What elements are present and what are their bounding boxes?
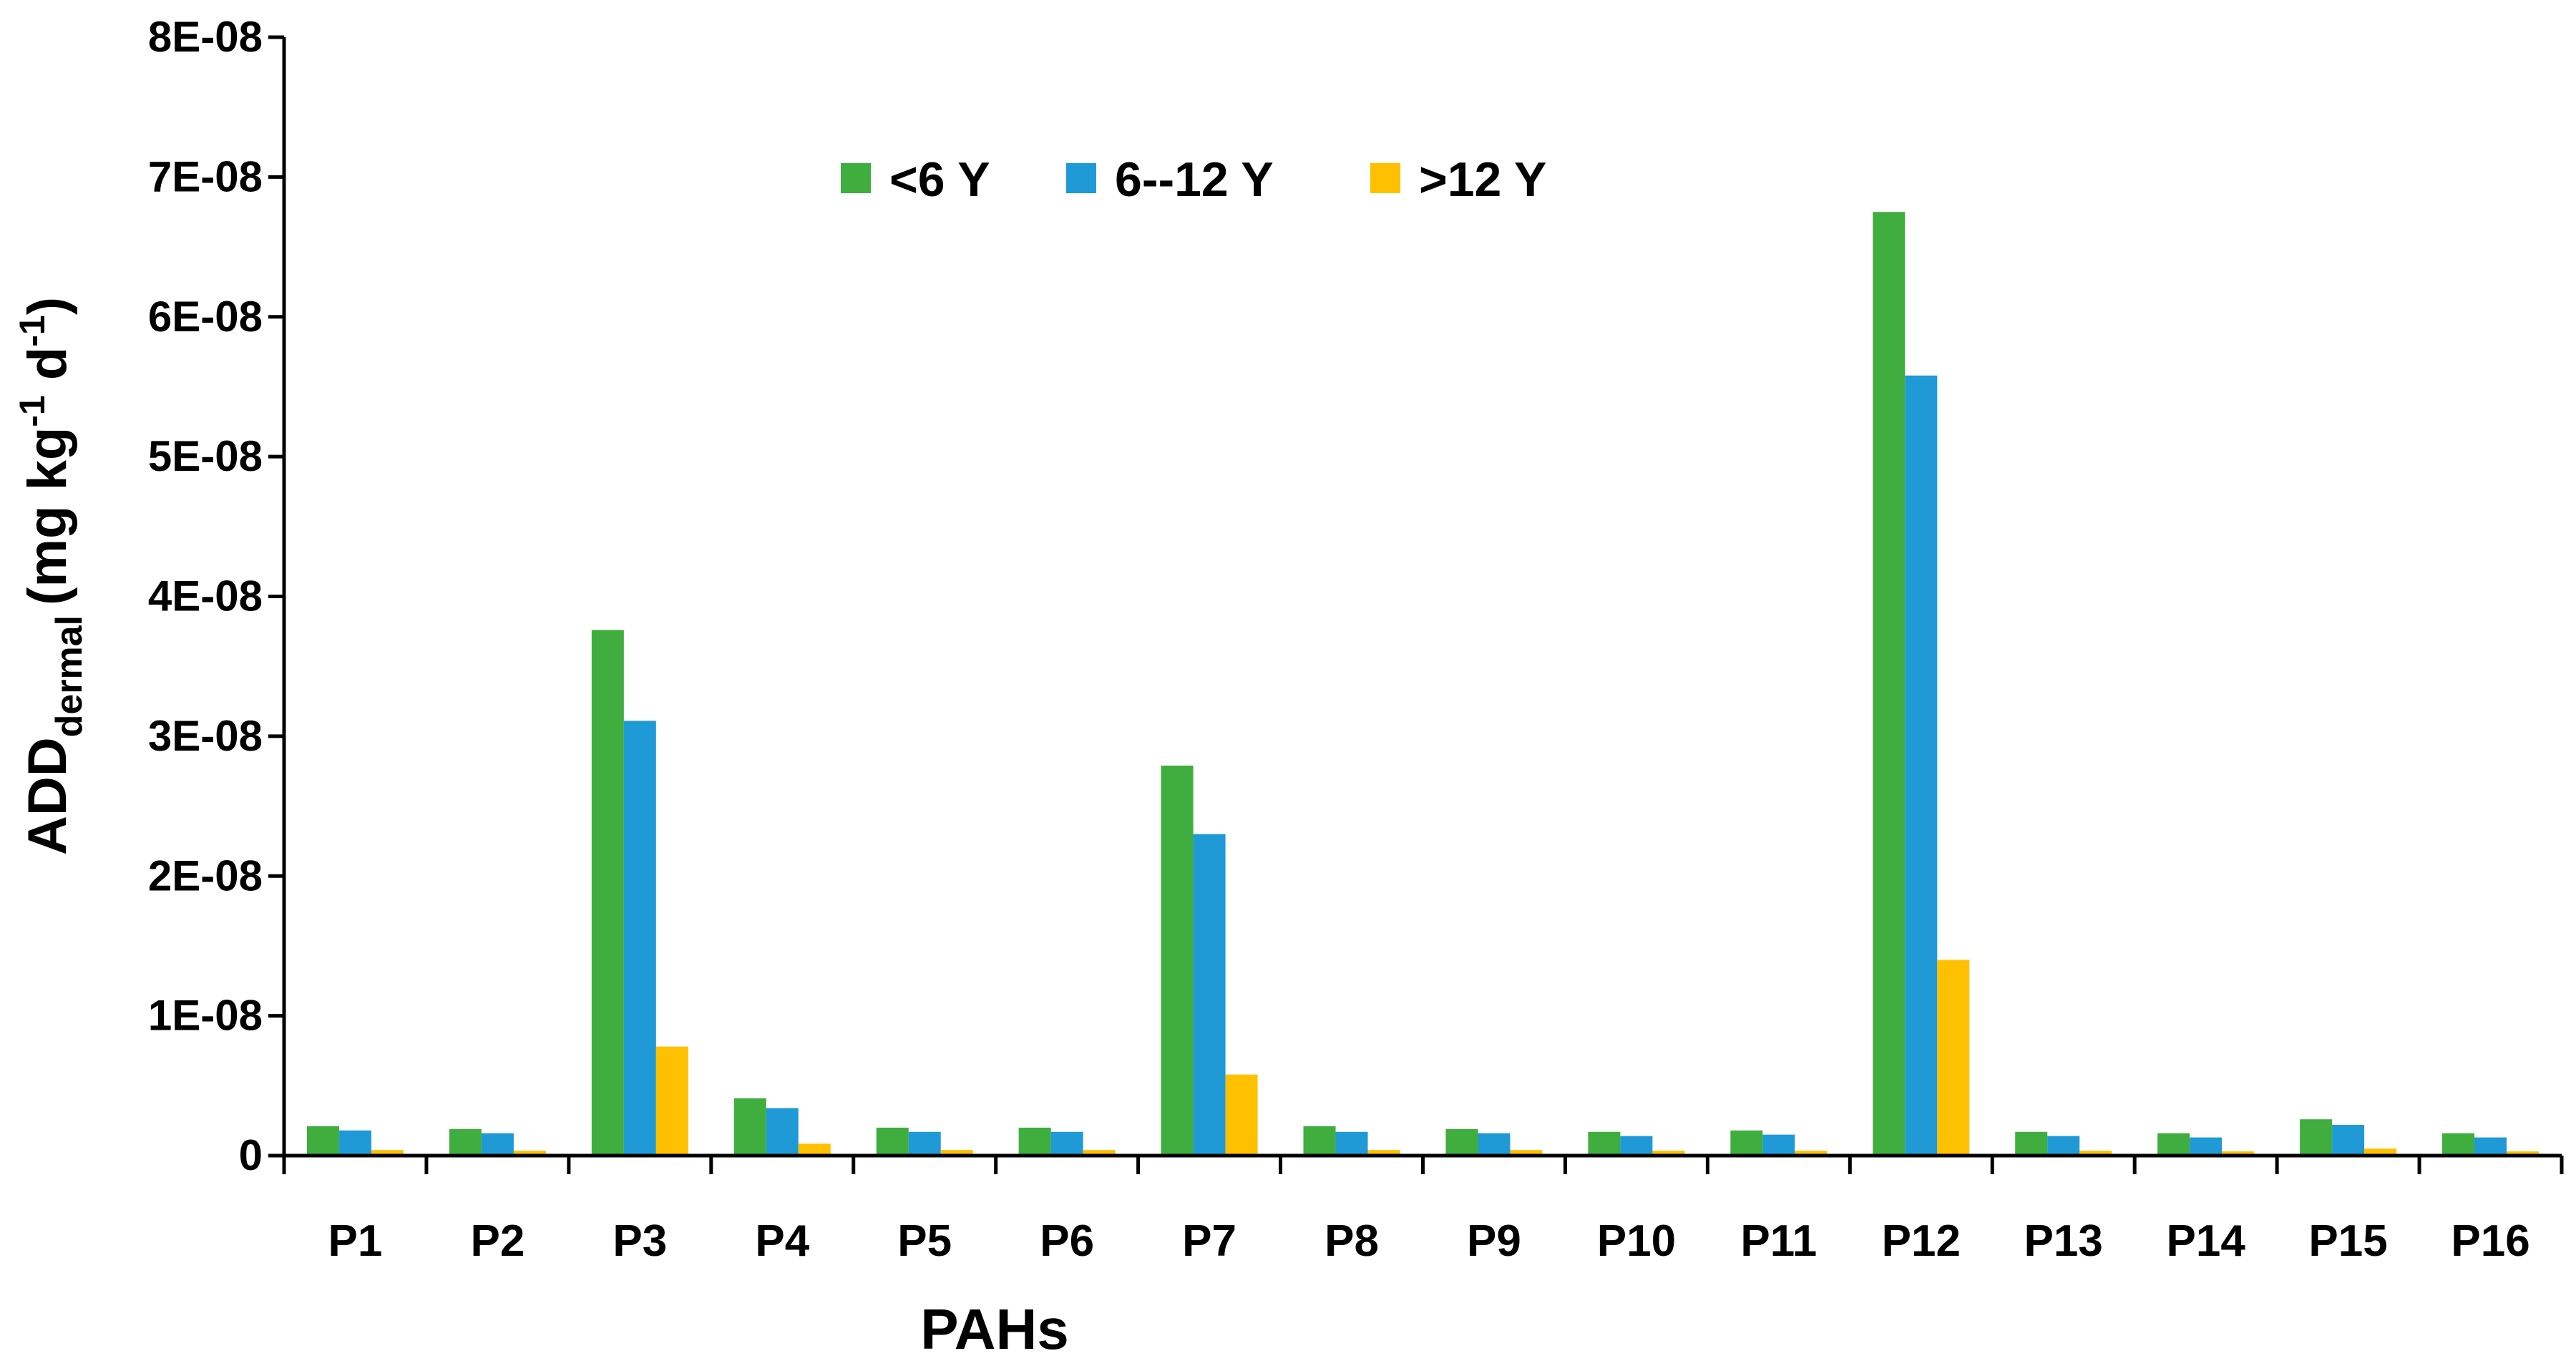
bar-P6-series-3 [1083,1150,1116,1156]
bar-P1-series-2 [338,1130,371,1156]
y-axis-title-units-prefix: (mg kg [17,427,78,605]
bar-P5-series-2 [908,1131,941,1156]
bar-P13-series-1 [2015,1131,2048,1156]
bar-P16-series-3 [2507,1151,2540,1156]
bar-P2-series-2 [481,1133,514,1156]
x-tick-label: P16 [2451,1216,2529,1266]
bar-P3-series-2 [623,721,656,1156]
bar-P15-series-3 [2364,1148,2397,1156]
y-tick-label: 0 [239,1131,263,1179]
x-tick-label: P9 [1467,1216,1521,1266]
bar-P4-series-1 [733,1098,766,1156]
bar-P12-series-1 [1873,212,1906,1156]
bar-P1-series-1 [306,1126,339,1156]
bar-P3-series-1 [591,630,624,1156]
y-axis-ticks: 0 1E-08 2E-08 3E-08 4E-08 5E-08 6E-08 7E-08 8E-0… [148,13,284,1179]
bar-P6-series-2 [1050,1131,1083,1156]
bar-P8-series-3 [1367,1150,1400,1156]
bar-P16-series-2 [2474,1137,2507,1156]
x-tick-label: P5 [897,1216,952,1266]
bar-P5-series-3 [940,1150,973,1156]
y-axis-title-sup1: -1 [12,395,52,426]
bar-P9-series-1 [1445,1128,1478,1156]
bar-P4-series-3 [798,1143,831,1156]
bar-P11-series-2 [1762,1134,1795,1156]
y-axis-title: ADDdermal(mg kg-1 d-1) [12,297,90,855]
x-tick-label: P12 [1882,1216,1961,1266]
legend-label: >12 Y [1419,152,1546,207]
x-tick-label: P3 [613,1216,667,1266]
bar-P2-series-3 [513,1151,546,1156]
x-tick-label: P4 [755,1216,809,1266]
y-tick-label: 6E-08 [148,293,263,341]
y-axis-title-main: ADD [17,737,78,855]
legend-swatch [1370,163,1400,193]
x-tick-label: P14 [2166,1216,2245,1266]
bar-P7-series-1 [1161,765,1194,1156]
bar-P5-series-1 [876,1127,909,1156]
bar-P12-series-2 [1905,375,1938,1156]
y-axis-title-units-mid: d [17,347,78,396]
y-tick-label: 7E-08 [148,152,263,200]
bar-P10-series-1 [1588,1131,1621,1156]
bar-P7-series-3 [1225,1074,1258,1156]
legend-swatch [1066,163,1096,193]
legend-label: <6 Y [889,152,990,207]
bar-P16-series-1 [2442,1133,2475,1156]
x-tick-label: P6 [1040,1216,1094,1266]
x-tick-label: P1 [328,1216,383,1266]
bar-P4-series-2 [766,1108,799,1156]
x-axis-title: PAHs [920,1297,1068,1361]
legend-swatch [841,163,871,193]
y-axis-title-sup2: -1 [12,315,52,346]
legend: <6 Y 6--12 Y >12 Y [841,152,1546,207]
y-tick-label: 4E-08 [148,572,263,620]
bar-P14-series-1 [2157,1133,2190,1156]
bar-P1-series-3 [371,1150,404,1156]
x-tick-label: P15 [2308,1216,2387,1266]
bars [306,212,2540,1156]
x-tick-label: P13 [2024,1216,2103,1266]
bar-P7-series-2 [1193,834,1226,1156]
bar-P11-series-3 [1795,1151,1828,1156]
bar-P9-series-3 [1510,1150,1543,1156]
bar-P6-series-1 [1018,1127,1051,1156]
x-tick-label: P7 [1182,1216,1236,1266]
y-tick-label: 3E-08 [148,712,263,760]
legend-label: 6--12 Y [1115,152,1274,207]
y-axis-title-units-suffix: ) [17,297,78,315]
y-tick-label: 2E-08 [148,852,263,899]
x-axis-ticks: P1 P2 P3 P4 P5 P6 P7 P8 P9 P10 P11 P12 P13 P14 P15 P16 [282,1156,2564,1266]
bar-P14-series-3 [2222,1151,2255,1156]
x-tick-label: P11 [1740,1216,1817,1266]
bar-P2-series-1 [449,1128,482,1156]
x-tick-label: P8 [1324,1216,1379,1266]
bar-P11-series-1 [1730,1130,1763,1156]
bar-P3-series-3 [655,1046,688,1156]
bar-P13-series-3 [2079,1151,2112,1156]
x-tick-label: P2 [470,1216,525,1266]
bar-P10-series-2 [1620,1136,1653,1156]
bar-P14-series-2 [2190,1137,2223,1156]
x-tick-label: P10 [1597,1216,1676,1266]
bar-P12-series-3 [1937,960,1970,1156]
bar-P15-series-2 [2332,1125,2365,1156]
y-tick-label: 8E-08 [148,13,263,61]
y-tick-label: 5E-08 [148,432,263,480]
bar-P8-series-2 [1335,1131,1368,1156]
bar-P8-series-1 [1303,1126,1336,1156]
bar-P13-series-2 [2047,1136,2080,1156]
y-axis-title-sub: dermal [49,615,90,738]
y-tick-label: 1E-08 [148,992,263,1040]
bar-P10-series-3 [1652,1151,1685,1156]
bar-P9-series-2 [1478,1133,1511,1156]
bar-P15-series-1 [2300,1119,2333,1156]
